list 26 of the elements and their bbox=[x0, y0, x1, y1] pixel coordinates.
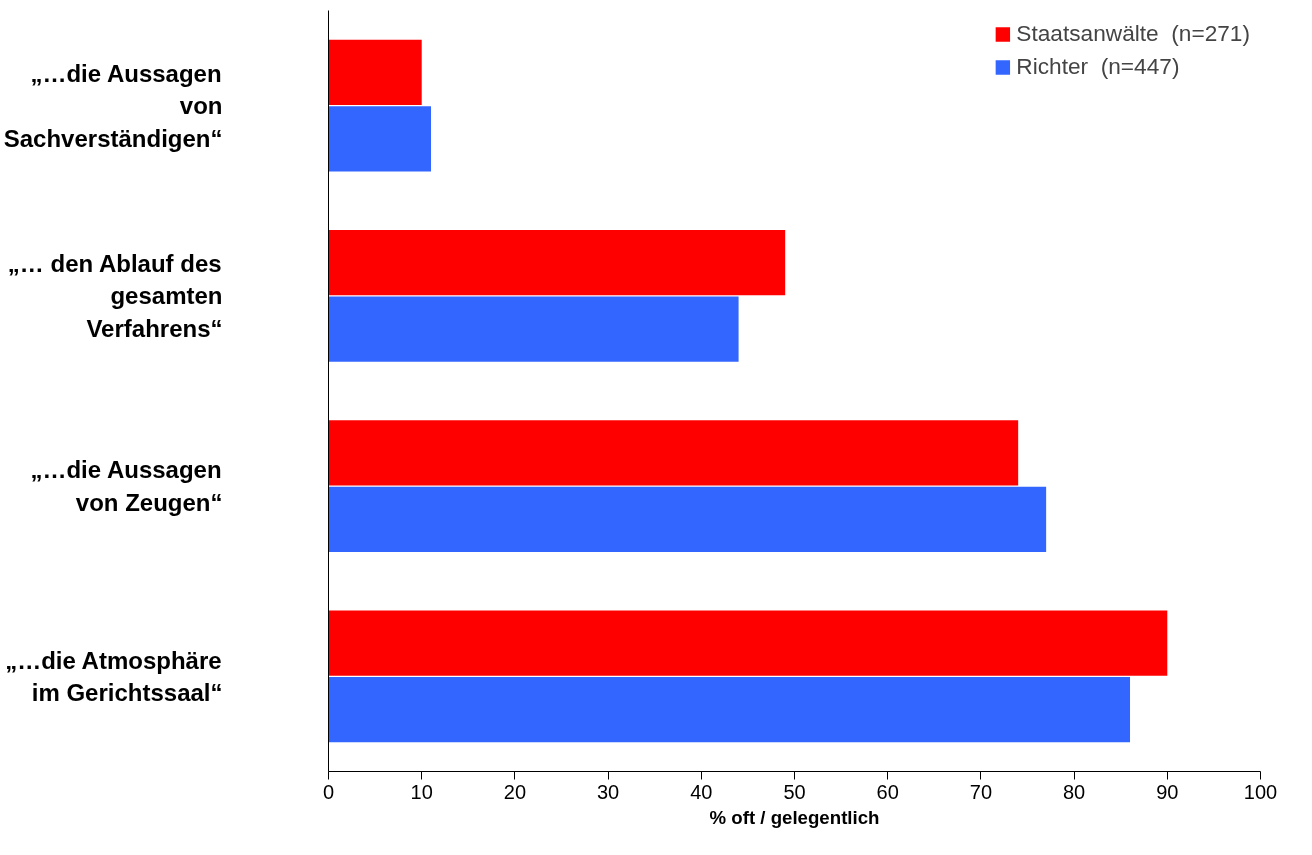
x-tick-label: 20 bbox=[503, 780, 527, 803]
x-tick-label: 0 bbox=[322, 780, 335, 803]
bar bbox=[328, 39, 422, 105]
y-tick-label: „…die Atmosphäre im Gerichtssaal“ bbox=[5, 646, 223, 707]
y-tick-label: „…die Aussagen von Zeugen“ bbox=[30, 456, 223, 516]
bar bbox=[328, 229, 786, 296]
x-tick-label: 50 bbox=[783, 780, 806, 803]
bar bbox=[328, 420, 1019, 486]
x-tick-label: 30 bbox=[596, 780, 620, 803]
y-tick-label: „…die Aussagen von Sachverständigen“ bbox=[3, 59, 223, 152]
x-tick-label: 40 bbox=[690, 780, 713, 803]
x-tick-label: 70 bbox=[969, 780, 993, 803]
x-tick-label: 80 bbox=[1062, 780, 1086, 803]
y-tick-label: „… den Ablauf des gesamten Verfahrens“ bbox=[7, 249, 223, 342]
legend-label: Richter (n=447) bbox=[1016, 53, 1180, 80]
bar bbox=[328, 296, 739, 362]
bar bbox=[328, 677, 1131, 743]
legend-label: Staatsanwälte (n=271) bbox=[1016, 20, 1250, 47]
x-tick-label: 90 bbox=[1156, 780, 1179, 803]
x-tick-label: 60 bbox=[876, 780, 899, 803]
bar bbox=[328, 486, 1047, 553]
x-tick-label: 10 bbox=[410, 780, 433, 803]
bar bbox=[328, 610, 1168, 676]
bar bbox=[328, 106, 432, 172]
x-tick-label: 100 bbox=[1243, 780, 1278, 803]
x-axis-title: % oft / gelegentlich bbox=[709, 806, 880, 828]
